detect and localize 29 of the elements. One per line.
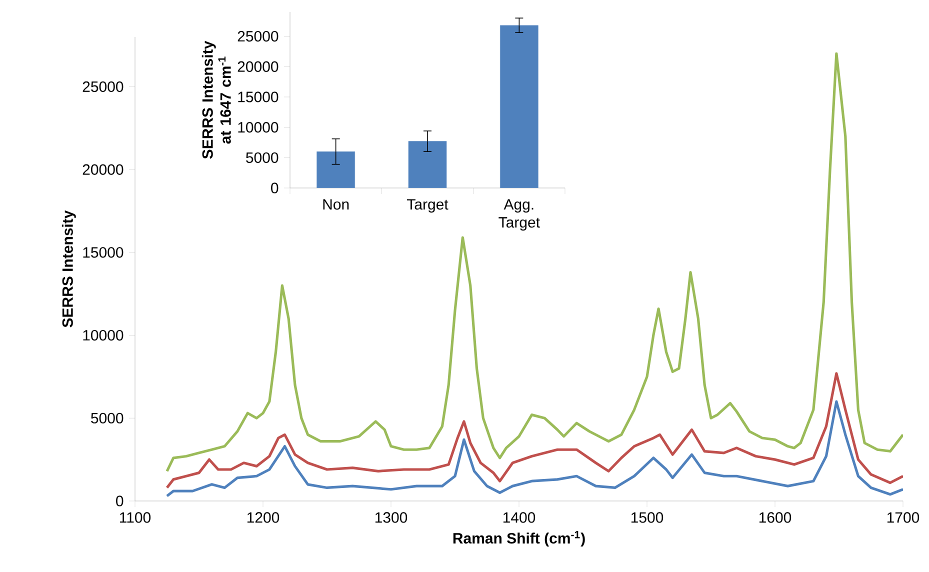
x-tick-label: 1700 [887,512,920,523]
x-tick-label: Non [323,199,349,210]
bar [408,141,447,188]
bar [316,151,356,188]
y-tick-label: 20000 [238,61,278,72]
y-tick-label: 25000 [82,81,124,92]
y-tick-label: 0 [271,182,278,194]
y-axis-title: SERRS Intensity at 1647 cm$^{-1}$ [202,40,231,159]
bar [500,25,538,188]
x-tick-label: Agg. Target [498,199,540,231]
y-tick-label: 5000 [246,152,278,163]
x-tick-label: 1500 [631,512,664,523]
x-tick-label: 1300 [375,512,408,523]
x-tick-label: Target [406,199,448,213]
line-series [166,372,903,490]
x-tick-label: 1600 [759,512,792,523]
y-axis-title: SERRS Intensity [62,210,76,328]
y-tick-label: 15000 [238,92,278,102]
x-tick-label: 1200 [247,512,280,523]
y-tick-label: 0 [116,496,124,506]
y-tick-label: 20000 [82,164,124,175]
x-axis-title: Raman Shift (cm$^{-1}$) [453,531,585,547]
x-tick-label: 1400 [503,512,536,523]
y-tick-label: 15000 [83,247,124,258]
x-tick-label: 1100 [120,512,151,523]
y-tick-label: 10000 [83,330,124,341]
y-tick-label: 5000 [91,412,124,424]
y-tick-label: 25000 [238,30,278,42]
y-tick-label: 10000 [238,122,278,133]
